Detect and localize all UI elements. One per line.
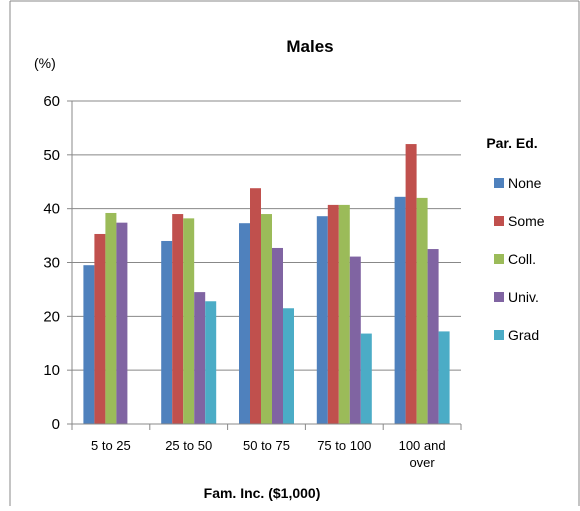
axes [71,101,462,430]
bar-univ-0 [116,222,128,424]
y-tick-label: 10 [43,362,60,379]
legend-label: Coll. [508,251,536,267]
x-axis-label: Fam. Inc. ($1,000) [204,485,321,501]
bar-coll-3 [338,204,350,424]
bar-univ-1 [194,292,206,424]
y-unit-label: (%) [34,55,56,71]
bar-grad-4 [438,331,450,424]
y-tick-label: 0 [52,416,60,433]
legend-swatch [494,292,504,302]
legend-label: None [508,175,542,191]
bar-none-0 [83,265,95,424]
legend-label: Some [508,213,545,229]
legend-swatch [494,178,504,188]
x-tick-label: 100 and over [399,438,446,470]
bar-grad-3 [360,333,372,424]
bar-grad-1 [205,301,217,424]
x-tick-label: 50 to 75 [243,438,290,453]
y-tick-label: 20 [43,308,60,325]
bar-univ-2 [272,247,283,424]
bars [83,144,450,425]
bar-some-2 [250,188,261,424]
chart-title: Males [286,37,333,56]
x-tick-label: 5 to 25 [91,438,131,453]
x-tick-label: 25 to 50 [165,438,212,453]
bar-some-1 [172,214,184,424]
bar-coll-2 [261,214,272,424]
x-tick-label: 75 to 100 [317,438,371,453]
legend-swatch [494,254,504,264]
bar-univ-3 [349,256,361,424]
legend-swatch [494,330,504,340]
bar-coll-0 [105,212,117,424]
bar-some-0 [94,233,106,424]
legend-title: Par. Ed. [486,135,537,151]
y-tick-label: 60 [43,93,60,110]
bar-coll-1 [183,218,195,424]
bar-grad-2 [283,308,294,424]
y-tick-label: 30 [43,255,60,272]
bar-coll-4 [416,197,428,424]
bar-some-4 [405,144,417,425]
legend-label: Univ. [508,289,539,305]
x-tick-labels: 5 to 25 25 to 50 50 to 75 75 to 100 100 and o… [91,438,446,470]
bar-none-2 [239,223,250,424]
bar-some-3 [327,204,339,424]
y-tick-label: 40 [43,201,60,218]
bar-univ-4 [427,249,439,424]
y-tick-labels: 0 10 20 30 40 50 60 [43,93,60,433]
legend: None Some Coll. Univ. Grad [494,175,545,343]
legend-swatch [494,216,504,226]
y-tick-label: 50 [43,147,60,164]
bar-none-4 [394,196,406,424]
bar-none-1 [161,240,173,424]
bar-none-3 [316,216,328,424]
legend-label: Grad [508,327,539,343]
